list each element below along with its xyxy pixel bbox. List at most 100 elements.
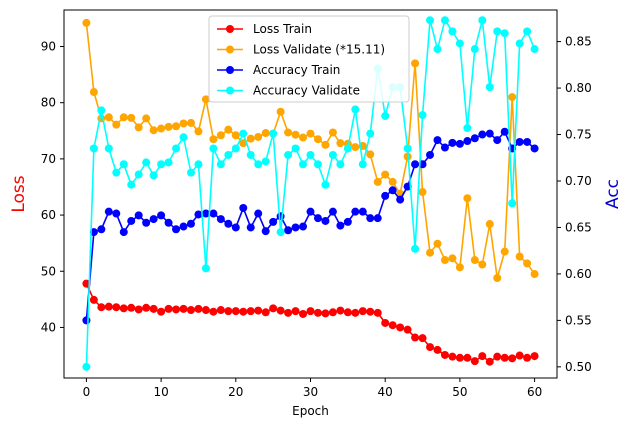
data-point xyxy=(246,150,255,159)
data-point xyxy=(157,307,166,316)
data-point xyxy=(418,188,427,197)
data-point xyxy=(119,228,128,237)
data-point xyxy=(493,136,502,145)
data-point xyxy=(157,211,166,220)
data-point xyxy=(455,263,464,272)
data-point xyxy=(508,354,517,363)
right-y-tick-label: 0.65 xyxy=(565,220,592,234)
data-point xyxy=(112,120,121,129)
data-point xyxy=(216,131,225,140)
data-point xyxy=(343,217,352,226)
data-point xyxy=(164,218,173,227)
data-point xyxy=(493,273,502,282)
data-point xyxy=(142,303,151,312)
data-point xyxy=(276,306,285,315)
data-point xyxy=(381,191,390,200)
right-y-tick-label: 0.75 xyxy=(565,128,592,142)
data-point xyxy=(209,135,218,144)
data-point xyxy=(485,220,494,229)
x-tick-label: 30 xyxy=(303,385,318,399)
data-point xyxy=(254,132,263,141)
data-point xyxy=(89,88,98,97)
data-point xyxy=(224,307,233,316)
left-y-tick-label: 70 xyxy=(41,152,56,166)
data-point xyxy=(381,318,390,327)
data-point xyxy=(291,144,300,153)
data-point xyxy=(523,137,532,146)
data-point xyxy=(343,144,352,153)
data-point xyxy=(373,177,382,186)
data-point xyxy=(172,305,181,314)
data-point xyxy=(82,18,91,27)
data-point xyxy=(149,126,158,135)
data-point xyxy=(261,227,270,236)
data-point xyxy=(328,207,337,216)
data-point xyxy=(119,160,128,169)
data-point xyxy=(269,129,278,138)
data-point xyxy=(104,113,113,122)
data-point xyxy=(201,264,210,273)
data-point xyxy=(299,222,308,231)
data-point xyxy=(89,144,98,153)
data-point xyxy=(358,160,367,169)
x-tick-label: 40 xyxy=(378,385,393,399)
data-point xyxy=(426,248,435,257)
legend-marker-loss-validate xyxy=(226,45,234,54)
data-point xyxy=(448,138,457,147)
data-point xyxy=(276,228,285,237)
data-point xyxy=(194,210,203,219)
data-point xyxy=(448,27,457,36)
data-point xyxy=(179,133,188,142)
data-point xyxy=(224,125,233,134)
x-tick-label: 60 xyxy=(527,385,542,399)
legend-entry-loss-validate: Loss Validate (*15.11) xyxy=(217,43,385,57)
data-point xyxy=(134,211,143,220)
data-point xyxy=(411,244,420,253)
data-point xyxy=(127,113,136,122)
left-axis-title: Loss xyxy=(9,175,29,212)
x-tick-label: 20 xyxy=(228,385,243,399)
data-point xyxy=(366,214,375,223)
x-axis-title: Epoch xyxy=(292,404,329,418)
data-point xyxy=(216,160,225,169)
data-point xyxy=(515,351,524,360)
data-point xyxy=(284,150,293,159)
data-point xyxy=(388,177,397,186)
data-point xyxy=(104,207,113,216)
legend-entry-loss-train: Loss Train xyxy=(217,22,312,36)
data-point xyxy=(426,343,435,352)
legend: Loss Train Loss Validate (*15.11) Accura… xyxy=(208,15,410,103)
data-point xyxy=(440,256,449,265)
left-y-tick-label: 40 xyxy=(41,320,56,334)
data-point xyxy=(179,304,188,313)
data-point xyxy=(172,225,181,234)
data-point xyxy=(336,160,345,169)
data-point xyxy=(216,215,225,224)
data-point xyxy=(299,133,308,142)
data-point xyxy=(418,111,427,120)
data-point xyxy=(478,130,487,139)
data-point xyxy=(209,307,218,316)
data-point xyxy=(201,95,210,104)
data-point xyxy=(351,105,360,114)
legend-label-loss-train: Loss Train xyxy=(253,22,312,36)
data-point xyxy=(284,226,293,235)
legend-label-loss-validate: Loss Validate (*15.11) xyxy=(253,43,385,57)
data-point xyxy=(343,308,352,317)
data-point xyxy=(149,304,158,313)
data-point xyxy=(149,215,158,224)
data-point xyxy=(523,27,532,36)
data-point xyxy=(201,209,210,218)
right-y-tick-label: 0.55 xyxy=(565,313,592,327)
data-point xyxy=(276,107,285,116)
data-point xyxy=(328,308,337,317)
data-point xyxy=(276,212,285,221)
data-point xyxy=(463,137,472,146)
data-point xyxy=(515,137,524,146)
data-point xyxy=(373,214,382,223)
data-point xyxy=(164,304,173,313)
data-point xyxy=(403,144,412,153)
data-point xyxy=(142,114,151,123)
data-point xyxy=(104,302,113,311)
